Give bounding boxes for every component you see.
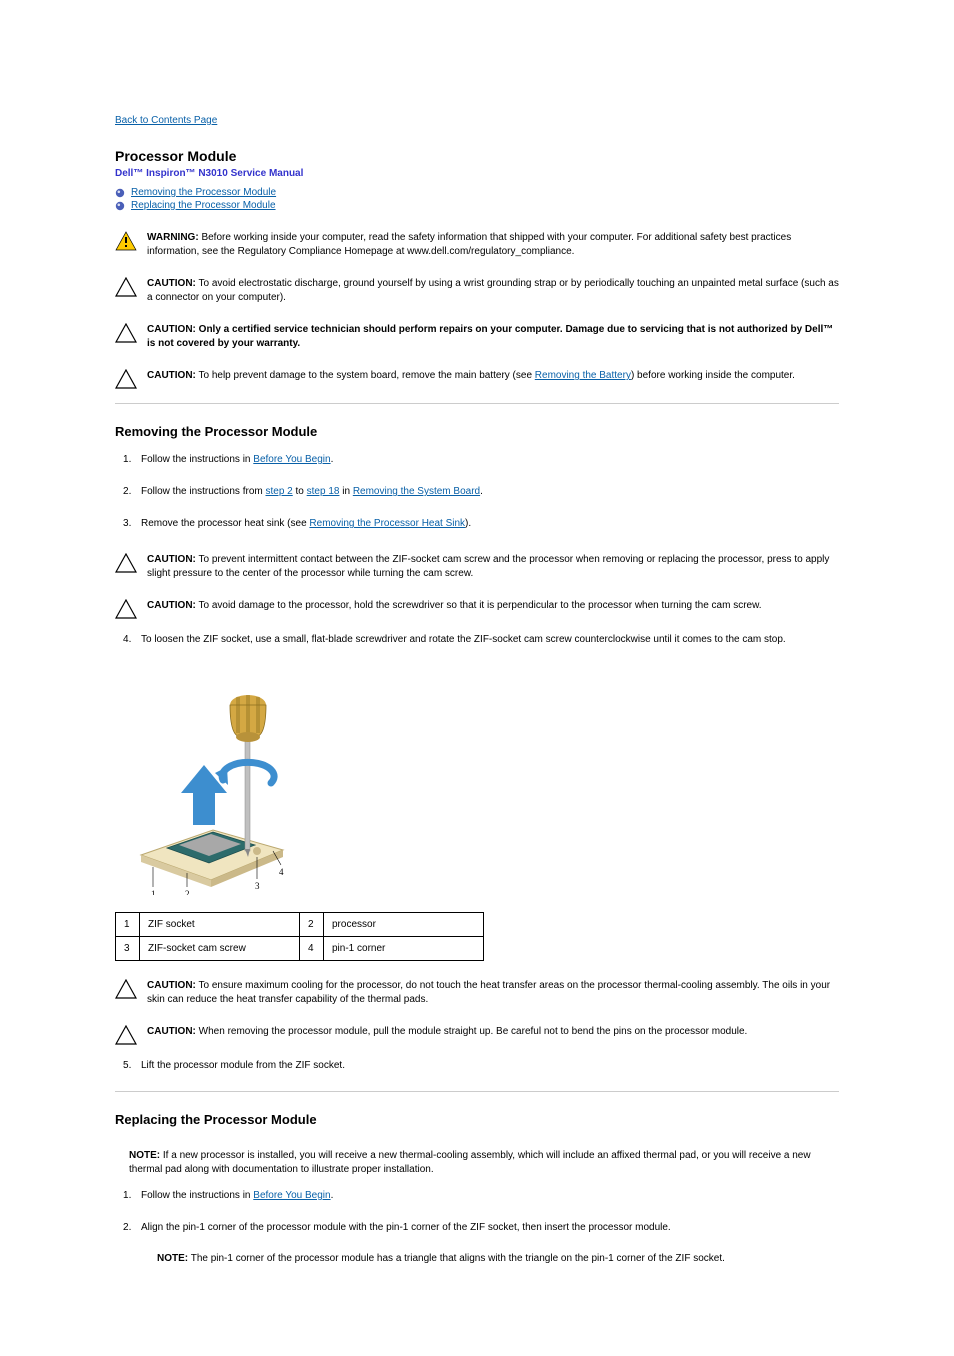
caution-tech-text: Only a certified service technician shou… [147,324,833,349]
caution-label: CAUTION: [147,1026,196,1037]
cpu-diagram: 1 2 3 4 [123,665,839,898]
table-of-contents: Removing the Processor Module Replacing … [115,187,839,211]
caution-icon [115,1025,137,1045]
caution-lift: CAUTION: When removing the processor mod… [115,1021,839,1049]
heading-replacing: Replacing the Processor Module [115,1112,839,1127]
step-5: Lift the processor module from the ZIF s… [115,1059,839,1073]
part-label-2: processor [324,913,484,937]
caution-intermittent-text: To prevent intermittent contact between … [147,554,829,579]
step-3: Remove the processor heat sink (see Remo… [115,517,839,531]
warning-notice: WARNING: Before working inside your comp… [115,227,839,263]
caution-esd-text: To avoid electrostatic discharge, ground… [147,278,839,303]
step-1: Follow the instructions in Before You Be… [115,453,839,467]
caution-label: CAUTION: [147,370,196,381]
step2-link-a[interactable]: step 2 [266,486,293,497]
part-num-2: 2 [300,913,324,937]
caution-screwdriver-text: To avoid damage to the processor, hold t… [196,600,762,611]
toc-link-replacing[interactable]: Replacing the Processor Module [131,200,276,211]
warning-icon [115,231,137,251]
caution-icon [115,553,137,573]
caution-battery-post: ) before working inside the computer. [631,370,795,381]
caution-intermittent: CAUTION: To prevent intermittent contact… [115,549,839,585]
caution-icon [115,369,137,389]
note-new-processor: NOTE: If a new processor is installed, y… [129,1149,839,1177]
parts-table: 1 ZIF socket 2 processor 3 ZIF-socket ca… [115,912,484,961]
before-you-begin-link[interactable]: Before You Begin [253,454,330,465]
warning-text: Before working inside your computer, rea… [147,232,791,257]
heading-removing: Removing the Processor Module [115,424,839,439]
caution-label: CAUTION: [147,324,196,335]
caution-label: CAUTION: [147,600,196,611]
bullet-icon [115,188,125,198]
separator [115,1091,839,1092]
caution-battery: CAUTION: To help prevent damage to the s… [115,365,839,393]
caution-icon [115,599,137,619]
caution-esd: CAUTION: To avoid electrostatic discharg… [115,273,839,309]
repl-step-2: Align the pin-1 corner of the processor … [115,1221,839,1235]
warning-label: WARNING: [147,232,199,243]
caution-label: CAUTION: [147,980,196,991]
caution-battery-pre: To help prevent damage to the system boa… [196,370,535,381]
step2-link-c[interactable]: Removing the System Board [353,486,480,497]
svg-text:3: 3 [255,881,260,891]
bullet-icon [115,201,125,211]
removing-steps: Follow the instructions in Before You Be… [115,453,839,531]
part-label-4: pin-1 corner [324,937,484,961]
caution-lift-text: When removing the processor module, pull… [196,1026,747,1037]
toc-link-removing[interactable]: Removing the Processor Module [131,187,276,198]
svg-text:2: 2 [185,889,190,895]
note-pin1: NOTE: The pin-1 corner of the processor … [157,1253,839,1264]
part-label-3: ZIF-socket cam screw [140,937,300,961]
caution-screwdriver: CAUTION: To avoid damage to the processo… [115,595,839,623]
part-num-1: 1 [116,913,140,937]
step-2: Follow the instructions from step 2 to s… [115,485,839,499]
page-title: Processor Module [115,148,839,164]
part-num-4: 4 [300,937,324,961]
caution-icon [115,277,137,297]
caution-label: CAUTION: [147,278,196,289]
replacing-steps: Follow the instructions in Before You Be… [115,1189,839,1235]
removing-steps-5: Lift the processor module from the ZIF s… [115,1059,839,1073]
svg-text:1: 1 [151,889,156,895]
repl-step-1: Follow the instructions in Before You Be… [115,1189,839,1203]
removing-heat-sink-link[interactable]: Removing the Processor Heat Sink [309,518,465,529]
caution-icon [115,323,137,343]
caution-label: CAUTION: [147,554,196,565]
caution-icon [115,979,137,999]
separator [115,403,839,404]
caution-cooling-text: To ensure maximum cooling for the proces… [147,980,830,1005]
back-to-contents-link[interactable]: Back to Contents Page [115,115,217,126]
manual-title: Dell™ Inspiron™ N3010 Service Manual [115,168,839,179]
caution-cooling: CAUTION: To ensure maximum cooling for t… [115,975,839,1011]
step-4: To loosen the ZIF socket, use a small, f… [115,633,839,647]
removing-battery-link[interactable]: Removing the Battery [535,370,631,381]
part-num-3: 3 [116,937,140,961]
caution-technician: CAUTION: Only a certified service techni… [115,319,839,355]
part-label-1: ZIF socket [140,913,300,937]
before-you-begin-link-2[interactable]: Before You Begin [253,1190,330,1201]
step2-link-b[interactable]: step 18 [307,486,340,497]
removing-steps-cont: To loosen the ZIF socket, use a small, f… [115,633,839,647]
svg-text:4: 4 [279,867,284,877]
